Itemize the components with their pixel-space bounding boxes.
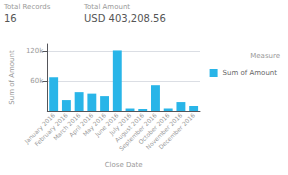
svg-text:Measure: Measure bbox=[250, 52, 280, 60]
svg-text:June 2016: June 2016 bbox=[93, 111, 120, 138]
svg-text:Total Amount: Total Amount bbox=[83, 3, 130, 11]
svg-text:USD 403,208.56: USD 403,208.56 bbox=[84, 13, 166, 24]
svg-text:September 2016: September 2016 bbox=[117, 111, 158, 152]
svg-text:60k: 60k bbox=[30, 77, 44, 85]
svg-text:December 2016: December 2016 bbox=[157, 111, 196, 150]
svg-text:120k: 120k bbox=[26, 47, 44, 55]
svg-text:Total Records: Total Records bbox=[3, 3, 51, 11]
svg-text:January 2016: January 2016 bbox=[23, 111, 57, 145]
svg-text:May 2016: May 2016 bbox=[81, 111, 107, 138]
svg-text:October 2016: October 2016 bbox=[136, 111, 171, 146]
svg-text:16: 16 bbox=[4, 13, 17, 24]
svg-text:November 2016: November 2016 bbox=[144, 111, 184, 151]
svg-text:Close Date: Close Date bbox=[105, 161, 143, 169]
svg-text:Sum of Amount: Sum of Amount bbox=[223, 69, 278, 77]
svg-text:Sum of Amount: Sum of Amount bbox=[8, 50, 16, 105]
svg-text:August 2016: August 2016 bbox=[113, 111, 146, 144]
svg-text:July 2016: July 2016 bbox=[107, 111, 133, 137]
svg-text:April 2016: April 2016 bbox=[67, 111, 95, 139]
svg-text:March 2016: March 2016 bbox=[51, 111, 82, 142]
svg-text:February 2016: February 2016 bbox=[33, 111, 69, 148]
